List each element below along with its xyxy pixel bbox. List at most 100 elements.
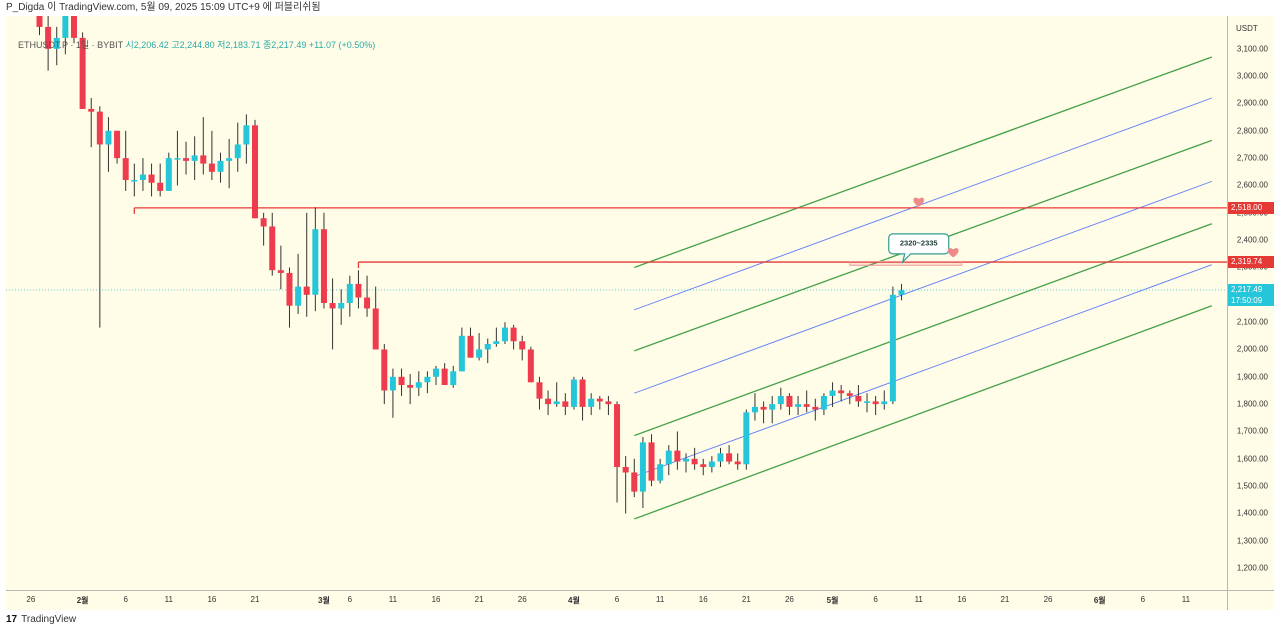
candle-body	[450, 371, 457, 385]
channel-green-line-1	[634, 223, 1213, 437]
time-tick-day: 26	[784, 595, 794, 604]
candle-body	[252, 125, 258, 219]
chart-plot-area[interactable]: 2320~2335 ETHUSDT.P · 1일 · BYBIT 시2,206.…	[6, 16, 1227, 590]
candle-body	[45, 26, 52, 49]
time-tick-day: 21	[741, 595, 751, 604]
candle-body	[769, 404, 776, 410]
candle-body	[622, 467, 629, 473]
candle-body	[338, 303, 345, 309]
candle-body	[303, 286, 310, 295]
candle-body	[898, 290, 905, 295]
time-tick-day: 11	[164, 595, 173, 604]
candle-body	[476, 349, 483, 358]
time-tick-day: 16	[957, 595, 967, 604]
candle-body	[346, 283, 353, 303]
candle-body	[536, 382, 543, 399]
target-zone	[849, 260, 963, 266]
price-tick-label: 2,700.00	[1236, 153, 1268, 163]
footer: 17 TradingView	[6, 614, 76, 625]
candle-body	[312, 229, 319, 295]
time-tick-day: 16	[698, 595, 708, 604]
candle-body	[777, 395, 784, 405]
time-tick-day: 6	[347, 595, 353, 604]
candle-body	[519, 341, 526, 350]
candle-body	[605, 401, 612, 405]
candle-body	[36, 16, 43, 27]
time-tick-day: 11	[914, 595, 923, 604]
candle-body	[493, 341, 500, 344]
candle-body	[588, 398, 595, 407]
candle-body	[726, 453, 733, 462]
time-axis[interactable]: 26 2월 6 11 16 21 3월 6 11 16 21 26 4월 6 11 16 21 26 5월 6 11 16…	[6, 590, 1227, 610]
candle-body	[122, 158, 129, 180]
candle-body	[329, 303, 336, 309]
price-unit[interactable]: USDT	[1236, 24, 1258, 33]
candle-body	[165, 158, 172, 191]
price-tick-label: 1,500.00	[1236, 481, 1268, 491]
candle-body	[441, 368, 448, 385]
candle-body	[881, 401, 888, 405]
candle-body	[70, 16, 77, 38]
candle-body	[217, 160, 224, 172]
candle-body	[734, 461, 741, 465]
last-price-value: 2,217.49	[1231, 285, 1263, 295]
candle-body	[286, 272, 293, 306]
candle-body	[812, 406, 819, 410]
time-tick-month: 6월	[1093, 596, 1106, 605]
candle-body	[148, 174, 155, 183]
tradingview-logo-icon: 17	[6, 614, 18, 625]
time-tick-day: 21	[1000, 595, 1010, 604]
candle-body	[139, 174, 146, 180]
candle-body	[484, 344, 491, 350]
candle-body	[648, 442, 655, 481]
candle-body	[501, 327, 508, 342]
candle-body	[183, 158, 190, 161]
price-tick-label: 2,100.00	[1236, 317, 1268, 327]
candle-body	[717, 453, 724, 462]
legend-close: 종2,217.49	[263, 40, 307, 50]
time-tick-month: 4월	[568, 596, 580, 605]
price-tick-label: 3,100.00	[1236, 44, 1268, 54]
time-tick-day: 21	[250, 595, 260, 604]
candle-body	[855, 395, 862, 402]
candle-body	[381, 349, 388, 391]
candle-body	[415, 382, 422, 388]
candle-body	[545, 398, 552, 405]
channel-blue-line-1	[634, 180, 1212, 394]
level-price-tag: 2,518.00	[1228, 201, 1274, 214]
time-tick-day: 6	[1140, 595, 1146, 604]
candle-body	[269, 226, 276, 271]
price-tick-label: 1,700.00	[1236, 426, 1268, 436]
candle-body	[829, 390, 836, 396]
candle-body	[131, 180, 138, 182]
price-axis[interactable]: USDT 1,200.00 1,300.00 1,400.00 1,500.00 1,6…	[1227, 16, 1274, 590]
candle-body	[458, 335, 465, 372]
candle-body	[234, 144, 241, 159]
candle-body	[691, 458, 698, 465]
time-tick-day: 6	[873, 595, 878, 604]
channel-green-line-3	[634, 56, 1213, 269]
brand-name: TradingView	[21, 614, 77, 625]
candle-body	[751, 406, 758, 413]
candle-body	[683, 458, 689, 462]
candle-body	[674, 450, 681, 462]
candle-body	[820, 395, 827, 410]
candle-body	[510, 327, 517, 342]
time-tick-month: 3월	[318, 596, 330, 605]
price-tick-label: 1,300.00	[1236, 536, 1268, 546]
candle-body	[79, 37, 86, 109]
candle-body	[838, 390, 845, 394]
candle-body	[174, 158, 181, 160]
price-tick-label: 2,400.00	[1236, 235, 1268, 245]
candle-body	[889, 294, 896, 402]
candle-body	[596, 398, 603, 402]
symbol-legend: ETHUSDT.P · 1일 · BYBIT 시2,206.42 고2,244.…	[18, 38, 375, 51]
time-tick-day: 11	[655, 595, 665, 604]
candle-body	[88, 108, 95, 112]
legend-symbol[interactable]: ETHUSDT.P · 1일 · BYBIT	[18, 40, 123, 50]
price-tick-label: 1,400.00	[1236, 508, 1268, 518]
time-tick-day: 11	[1181, 595, 1191, 604]
candle-body	[433, 368, 440, 377]
candle-body	[614, 404, 621, 467]
candle-body	[320, 229, 327, 303]
